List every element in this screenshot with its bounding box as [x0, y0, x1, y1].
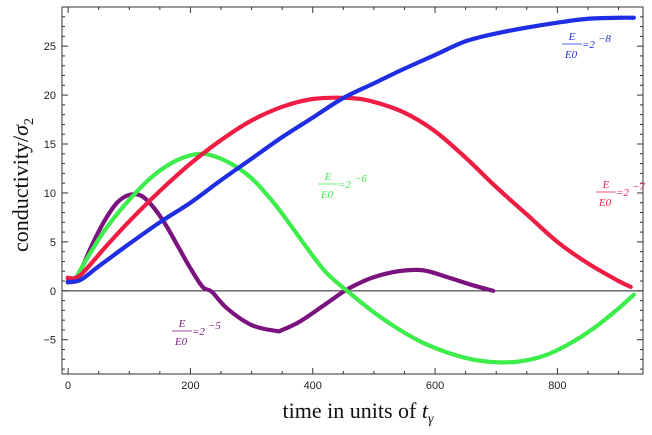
- y-tick-label: 15: [44, 139, 56, 151]
- y-axis-label: conductivity/σ2: [8, 118, 37, 252]
- annotation-rhs: =2: [192, 326, 205, 338]
- annotation-e7: E E0 =2 −7: [596, 179, 645, 209]
- y-tick-label: 10: [44, 188, 56, 200]
- annotation-e6: E E0 =2 −6: [318, 171, 367, 201]
- x-tick-label: 800: [548, 380, 566, 392]
- y-tick-label: 20: [44, 90, 56, 102]
- series-line-e7: [66, 95, 633, 289]
- annotation-denominator: E0: [320, 189, 334, 201]
- x-axis-label-subscript: γ: [428, 412, 434, 427]
- x-tick-label: 200: [181, 380, 199, 392]
- x-axis-label: time in units of tγ: [283, 398, 434, 427]
- y-tick-label: 5: [50, 237, 56, 249]
- annotation-numerator: E: [568, 31, 576, 43]
- annotation-e5: E E0 =2 −5: [172, 318, 221, 348]
- annotation-rhs: =2: [582, 39, 595, 51]
- annotation-numerator: E: [602, 179, 610, 191]
- series-line-e8: [66, 15, 636, 285]
- annotation-exponent: −7: [632, 181, 645, 193]
- plot-frame: [61, 6, 644, 375]
- y-tick-label: −5: [43, 335, 56, 347]
- annotation-rhs: =2: [338, 179, 351, 191]
- y-axis-label-sigma: σ: [8, 124, 33, 136]
- annotation-denominator: E0: [598, 197, 612, 209]
- series-line-e5: [66, 192, 496, 334]
- y-tick-label: 25: [44, 41, 56, 53]
- x-tick-label: 600: [426, 380, 444, 392]
- x-tick-label: 400: [304, 380, 322, 392]
- annotation-numerator: E: [178, 318, 186, 330]
- annotation-denominator: E0: [174, 336, 188, 348]
- x-tick-label: 0: [65, 380, 71, 392]
- y-tick-label: 0: [50, 286, 56, 298]
- annotation-e8: E E0 =2 −8: [562, 31, 611, 61]
- series-line-e6: [72, 151, 636, 365]
- annotation-exponent: −6: [354, 173, 367, 185]
- y-axis-label-subscript: 2: [22, 118, 37, 125]
- x-axis-label-t: t: [422, 398, 429, 423]
- annotation-exponent: −8: [598, 33, 611, 45]
- annotation-rhs: =2: [616, 187, 629, 199]
- series-start-point-e8: [65, 279, 71, 285]
- annotation-numerator: E: [324, 171, 332, 183]
- annotation-denominator: E0: [564, 49, 578, 61]
- annotation-exponent: −5: [208, 320, 221, 332]
- series-start-point-e7: [65, 275, 71, 281]
